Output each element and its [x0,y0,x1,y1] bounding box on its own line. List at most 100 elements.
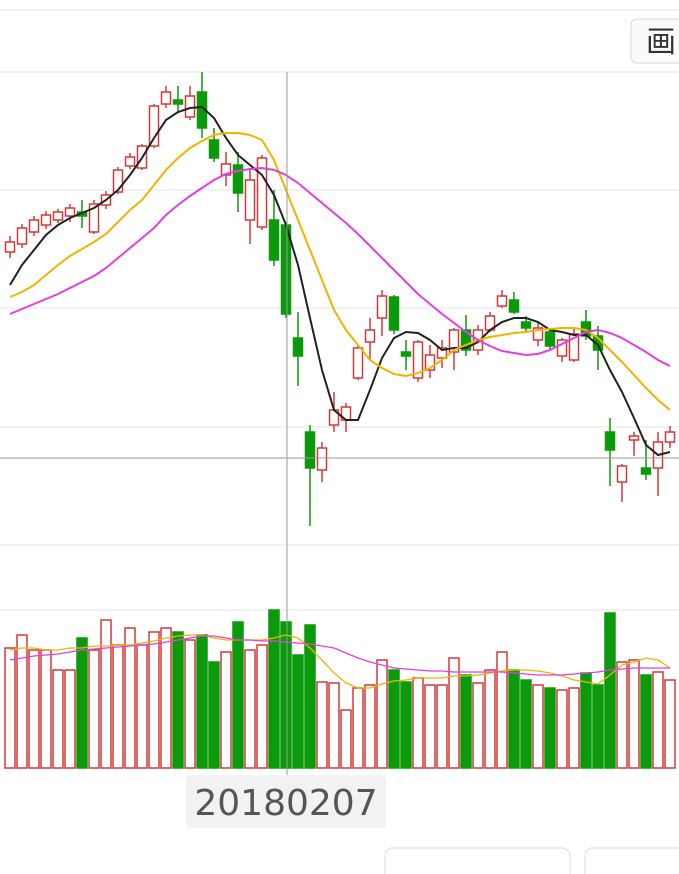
ma-line [9,166,671,367]
volume-bar [124,627,136,769]
candle-body [640,467,652,475]
volume-bar [640,674,652,769]
candle-body [400,351,412,357]
volume-bar [376,659,388,769]
volume-bar [568,687,580,769]
candle-body [520,321,532,329]
volume-bar [268,609,280,769]
candle-body [352,347,364,379]
volume-bar [292,654,304,769]
ma-line [9,105,671,457]
volume-bar [16,634,28,769]
toolbar-button-label[interactable]: 画 [646,25,676,60]
candle-body [388,296,400,331]
candle-body [172,99,184,105]
candle-body [556,339,568,357]
volume-bar [28,649,40,769]
candle-body [256,157,268,228]
volume-bar [232,621,244,769]
candle-body [304,431,316,469]
candle-body [496,295,508,307]
volume-bar [220,651,232,769]
volume-bar [496,651,508,769]
volume-bar [472,682,484,769]
volume-bar [484,669,496,769]
candle-body [232,164,244,194]
candle-body [508,299,520,313]
volume-bar [520,679,532,769]
candle-body [52,211,64,221]
candle-body [436,347,448,359]
candle-body [4,241,16,253]
volume-bar [244,649,256,769]
candle-body [160,91,172,105]
candle-body [112,169,124,193]
volume-bar [508,669,520,769]
ma-line [9,132,671,411]
volume-bar [400,681,412,769]
candle-body [148,105,160,147]
candle-body [28,219,40,233]
candle-body [412,341,424,379]
volume-ma-line [9,635,670,676]
volume-bar [424,684,436,769]
volume-bar [304,624,316,769]
candle-body [376,295,388,319]
volume-bar [208,661,220,769]
volume-bar [40,649,52,769]
candle-body [628,435,640,441]
volume-bar [448,657,460,769]
volume-bar [592,684,604,769]
volume-bar [412,677,424,769]
volume-bar [604,612,616,769]
volume-bar [136,644,148,769]
volume-bar [328,682,340,769]
volume-bar [364,684,376,769]
volume-bar [256,644,268,769]
toolbar-button[interactable] [630,18,679,64]
candle-body [64,207,76,217]
candle-body [616,465,628,483]
candle-body [292,337,304,357]
candle-body [544,331,556,347]
candle-body [316,447,328,471]
candle-body [424,354,436,371]
volume-bar [460,674,472,769]
candle-body [184,95,196,118]
volume-bar [148,631,160,769]
volume-bar [616,661,628,769]
candle-body [88,203,100,233]
volume-bar [544,687,556,769]
candle-body [208,139,220,159]
candle-body [532,327,544,341]
candle-body [244,179,256,221]
candle-body [124,156,136,167]
candle-body [16,227,28,245]
bottom-button[interactable] [584,847,679,874]
candle-body [604,431,616,451]
volume-bar [172,631,184,769]
date-label: 20180207 [194,783,377,824]
volume-bar [436,684,448,769]
volume-bar [52,669,64,769]
volume-bar [184,639,196,769]
volume-bar [64,669,76,769]
volume-bar [112,644,124,769]
volume-bar [76,637,88,769]
volume-bar [160,627,172,769]
volume-bar [388,669,400,769]
volume-bar [100,619,112,769]
candle-body [268,219,280,261]
volume-bar [628,659,640,769]
volume-bar [316,681,328,769]
volume-bar [196,634,208,769]
volume-bar [580,672,592,769]
volume-bar [88,649,100,769]
volume-bar [340,709,352,769]
bottom-button[interactable] [384,847,571,874]
candle-body [460,329,472,351]
volume-bar [352,687,364,769]
date-label-box [186,775,386,828]
volume-bar [532,684,544,769]
